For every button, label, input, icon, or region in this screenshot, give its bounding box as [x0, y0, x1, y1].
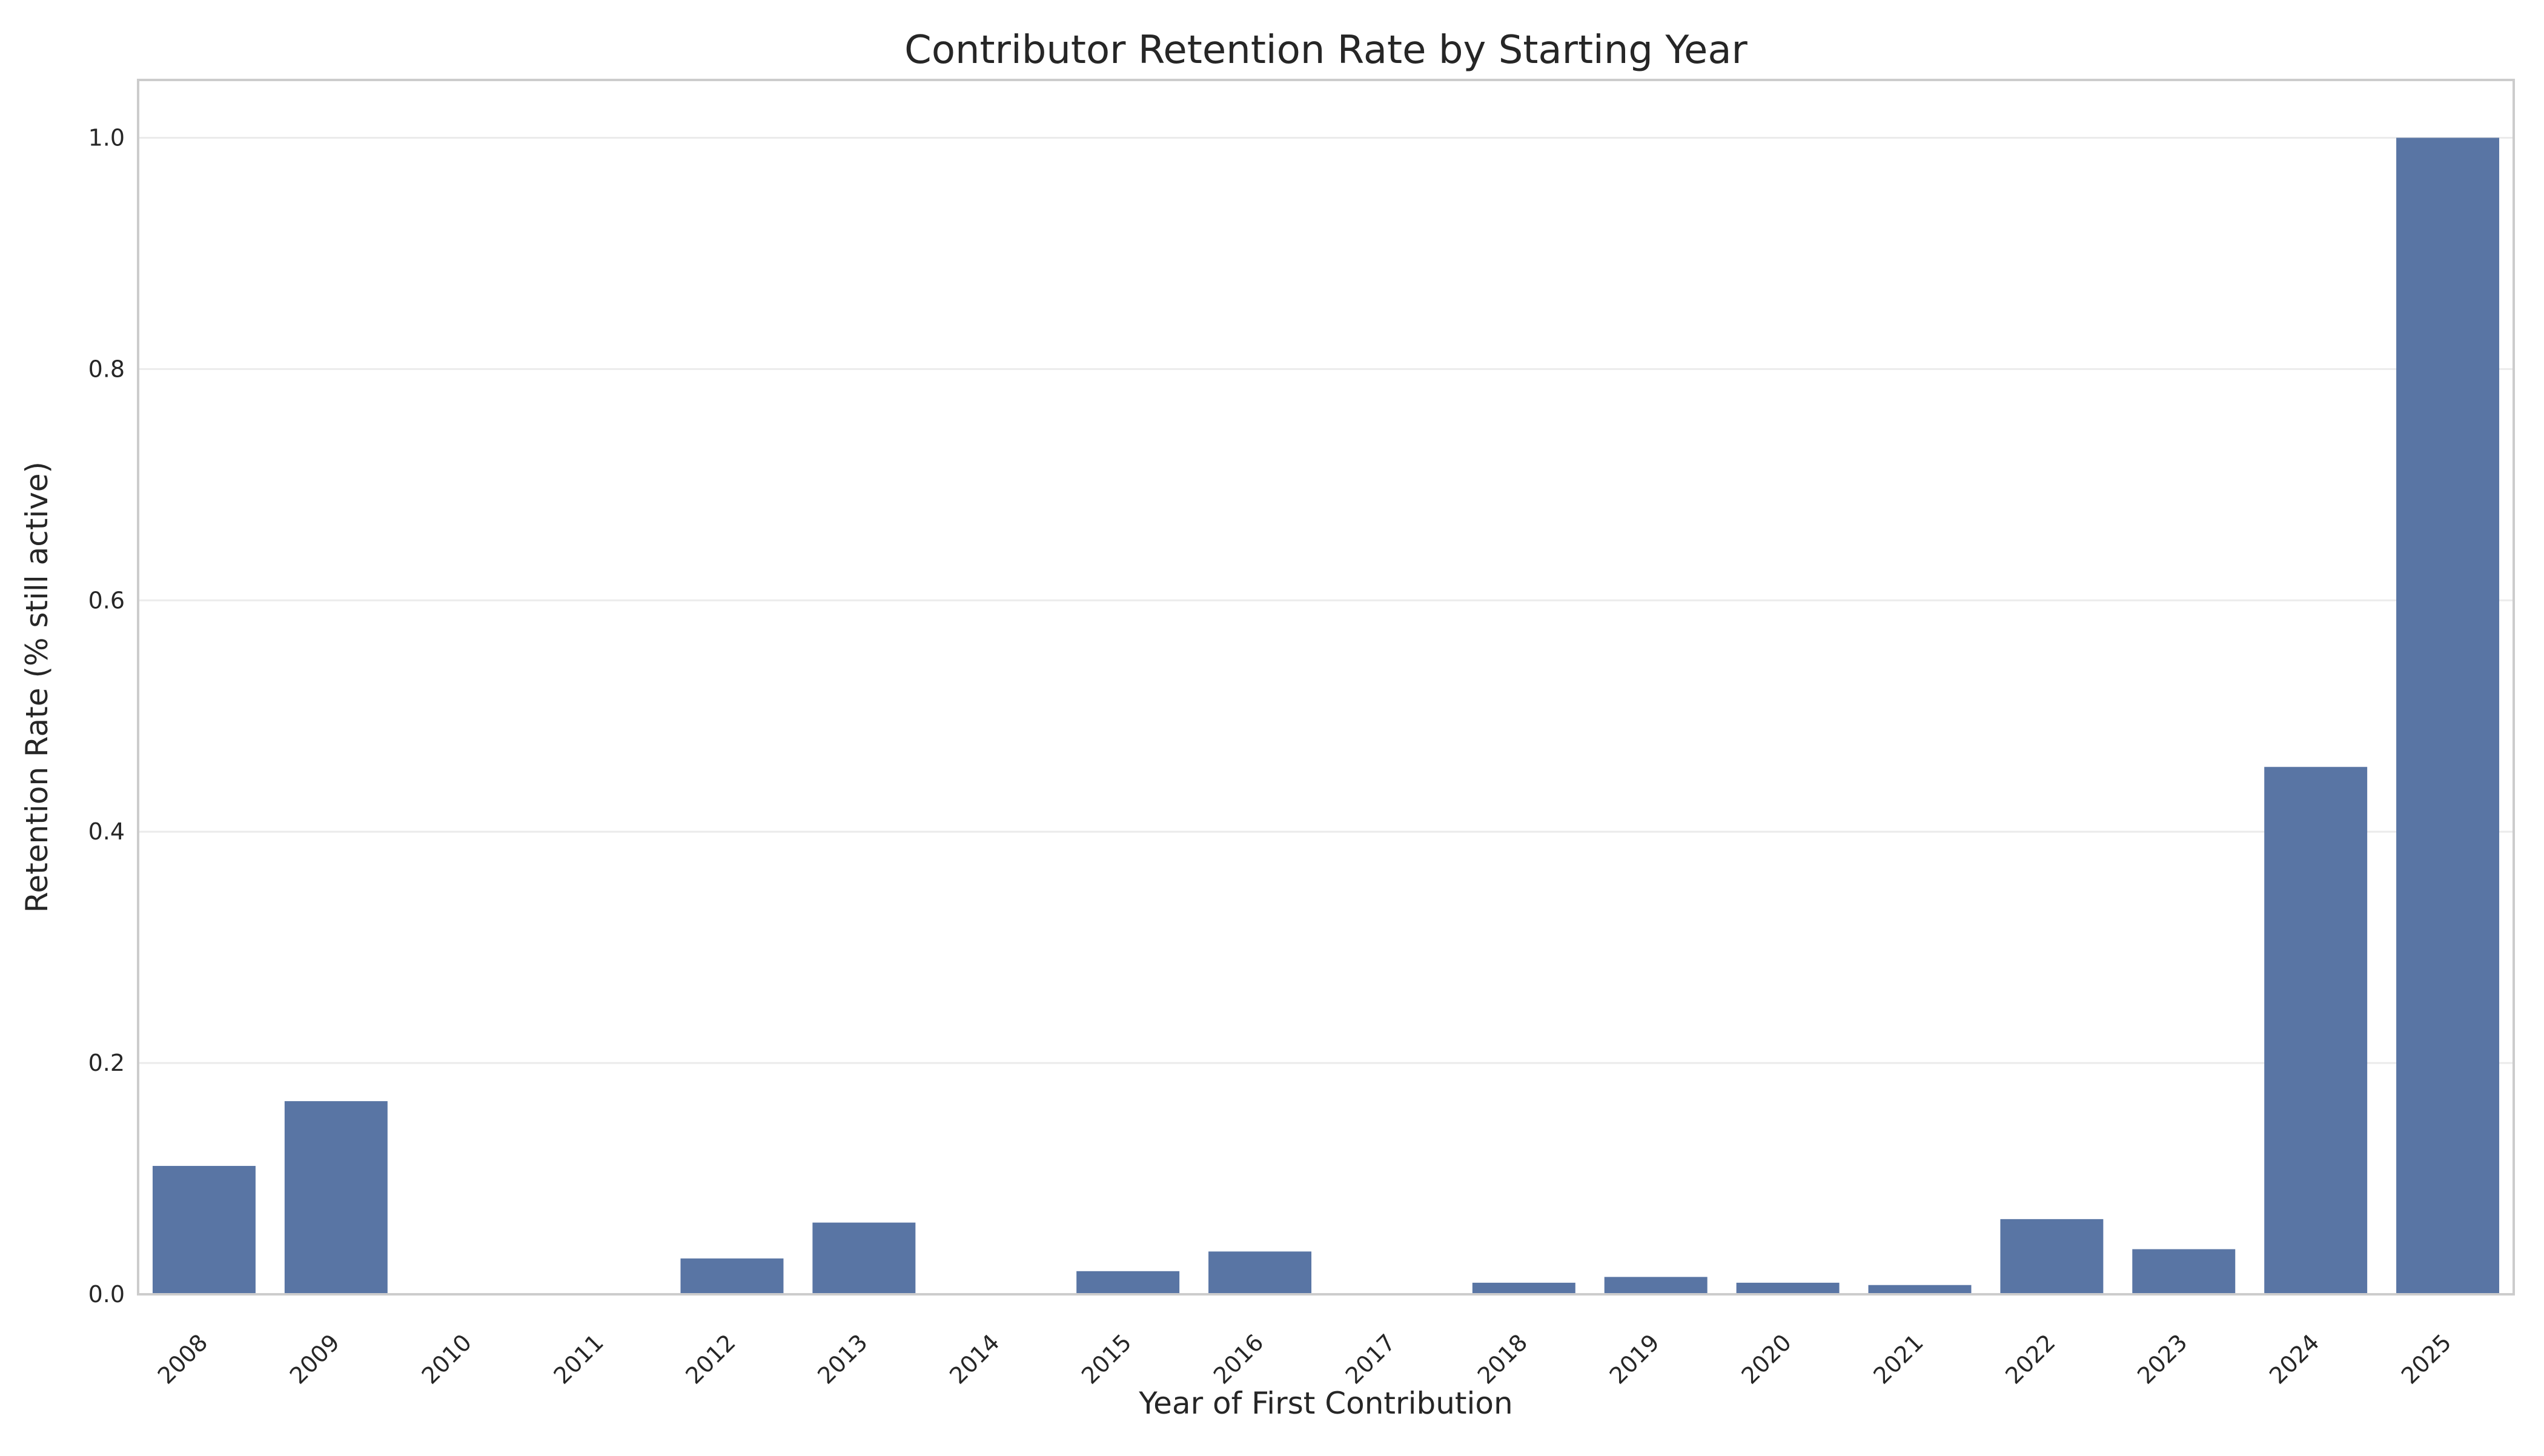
bar-2008: [152, 1166, 256, 1294]
bar-2023: [2132, 1249, 2236, 1294]
x-axis-label: Year of First Contribution: [1138, 1386, 1512, 1421]
bar-2012: [680, 1258, 784, 1294]
bar-2020: [1736, 1282, 1840, 1294]
y-tick-label: 0.8: [88, 356, 125, 382]
y-tick-label: 0.6: [88, 587, 125, 614]
chart-title: Contributor Retention Rate by Starting Y…: [904, 28, 1747, 73]
bar-2021: [1868, 1285, 1972, 1294]
y-tick-label: 0.4: [88, 818, 125, 845]
y-axis-ticks: 0.0 0.2 0.4 0.6 0.8 1.0: [88, 124, 125, 1308]
y-tick-label: 0.0: [88, 1281, 125, 1308]
bar-2018: [1472, 1282, 1575, 1294]
bar-2015: [1076, 1271, 1180, 1294]
bar-2013: [812, 1222, 916, 1294]
y-axis-label: Retention Rate (% still active): [19, 462, 55, 913]
bar-2025: [2396, 137, 2500, 1294]
plot-frame: [137, 79, 2515, 1296]
bar-2022: [2000, 1219, 2104, 1294]
y-tick-label: 1.0: [88, 124, 125, 151]
bar-2024: [2264, 767, 2368, 1294]
bar-2019: [1604, 1277, 1708, 1294]
y-tick-label: 0.2: [88, 1050, 125, 1076]
bar-2009: [284, 1101, 388, 1294]
bar-2016: [1208, 1251, 1312, 1294]
bars: [152, 137, 2500, 1294]
